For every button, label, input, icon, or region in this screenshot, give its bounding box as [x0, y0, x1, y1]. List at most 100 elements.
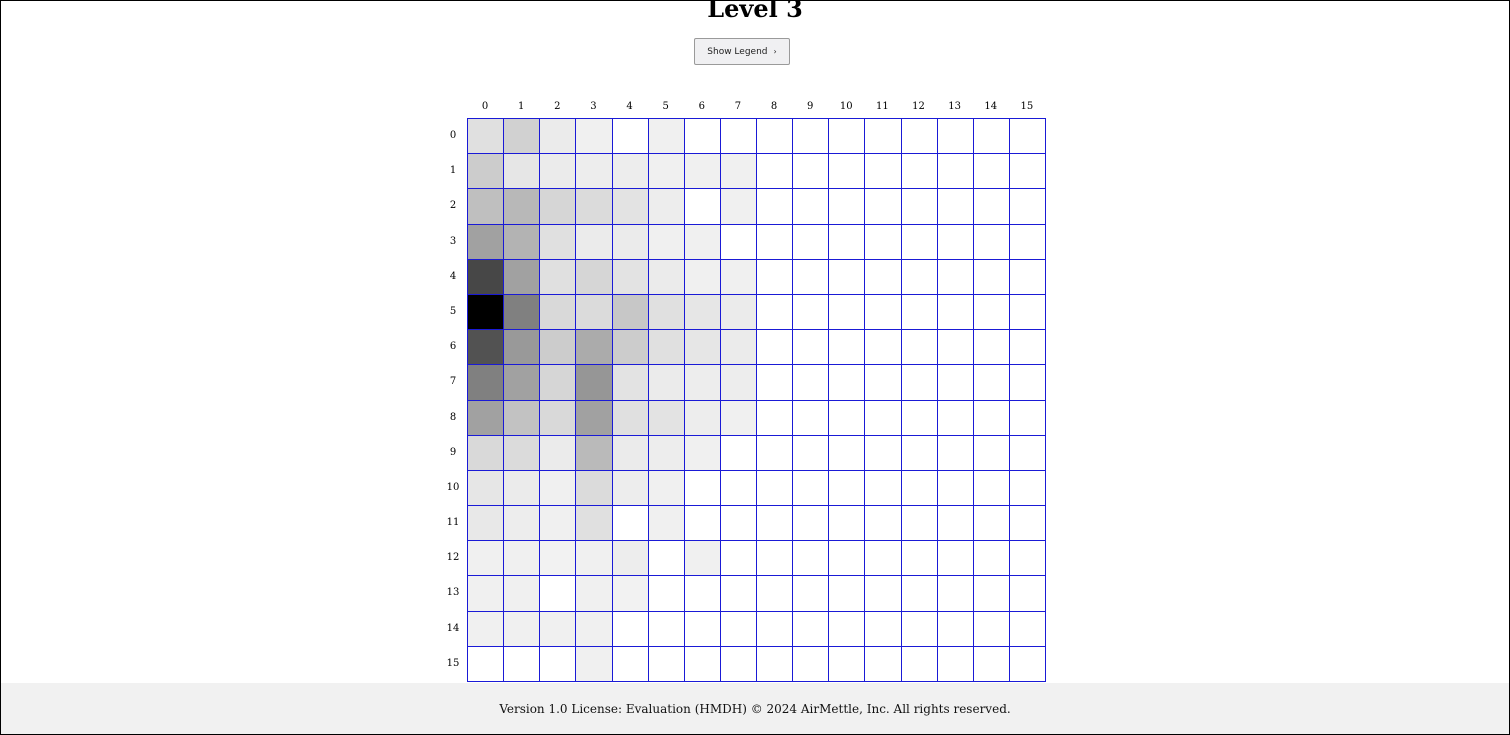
heatmap-cell[interactable] — [936, 610, 974, 647]
heatmap-cell[interactable] — [1008, 399, 1046, 436]
heatmap-cell[interactable] — [539, 188, 577, 225]
heatmap-cell[interactable] — [828, 645, 866, 682]
heatmap-cell[interactable] — [575, 610, 613, 647]
heatmap-cell[interactable] — [575, 399, 613, 436]
heatmap-cell[interactable] — [575, 505, 613, 542]
heatmap-cell[interactable] — [900, 364, 938, 401]
heatmap-cell[interactable] — [828, 153, 866, 190]
heatmap-cell[interactable] — [972, 118, 1010, 155]
heatmap-cell[interactable] — [467, 645, 505, 682]
heatmap-cell[interactable] — [647, 399, 685, 436]
heatmap-cell[interactable] — [1008, 293, 1046, 331]
heatmap-cell[interactable] — [972, 399, 1010, 436]
heatmap-cell[interactable] — [503, 645, 541, 682]
heatmap-cell[interactable] — [864, 399, 902, 436]
heatmap-cell[interactable] — [683, 575, 721, 612]
heatmap-cell[interactable] — [647, 223, 685, 260]
heatmap-cell[interactable] — [756, 329, 794, 366]
heatmap-cell[interactable] — [467, 293, 505, 331]
heatmap-cell[interactable] — [828, 293, 866, 331]
heatmap-cell[interactable] — [467, 223, 505, 260]
heatmap-cell[interactable] — [828, 399, 866, 436]
heatmap-cell[interactable] — [611, 188, 649, 225]
heatmap-cell[interactable] — [828, 364, 866, 401]
heatmap-cell[interactable] — [719, 540, 757, 577]
heatmap-cell[interactable] — [647, 505, 685, 542]
heatmap-cell[interactable] — [647, 258, 685, 295]
heatmap-cell[interactable] — [900, 610, 938, 647]
heatmap-cell[interactable] — [936, 153, 974, 190]
heatmap-cell[interactable] — [503, 575, 541, 612]
heatmap-cell[interactable] — [539, 540, 577, 577]
heatmap-cell[interactable] — [756, 188, 794, 225]
heatmap-cell[interactable] — [467, 188, 505, 225]
heatmap-cell[interactable] — [900, 399, 938, 436]
heatmap-cell[interactable] — [792, 293, 830, 331]
heatmap-cell[interactable] — [467, 258, 505, 295]
heatmap-cell[interactable] — [467, 399, 505, 436]
heatmap-cell[interactable] — [719, 610, 757, 647]
heatmap-cell[interactable] — [647, 434, 685, 471]
heatmap-cell[interactable] — [900, 645, 938, 682]
heatmap-cell[interactable] — [792, 505, 830, 542]
heatmap-cell[interactable] — [719, 575, 757, 612]
heatmap-cell[interactable] — [503, 469, 541, 507]
heatmap-cell[interactable] — [1008, 610, 1046, 647]
heatmap-cell[interactable] — [683, 364, 721, 401]
heatmap-cell[interactable] — [611, 223, 649, 260]
heatmap-cell[interactable] — [828, 469, 866, 507]
heatmap-cell[interactable] — [683, 399, 721, 436]
heatmap-cell[interactable] — [792, 540, 830, 577]
heatmap-cell[interactable] — [756, 258, 794, 295]
heatmap-cell[interactable] — [467, 469, 505, 507]
heatmap-cell[interactable] — [575, 223, 613, 260]
heatmap-cell[interactable] — [828, 223, 866, 260]
heatmap-cell[interactable] — [972, 469, 1010, 507]
heatmap-cell[interactable] — [539, 610, 577, 647]
heatmap-cell[interactable] — [719, 434, 757, 471]
heatmap-cell[interactable] — [972, 293, 1010, 331]
heatmap-cell[interactable] — [900, 329, 938, 366]
heatmap-cell[interactable] — [936, 223, 974, 260]
heatmap-cell[interactable] — [539, 645, 577, 682]
heatmap-cell[interactable] — [936, 188, 974, 225]
heatmap-cell[interactable] — [792, 153, 830, 190]
heatmap-cell[interactable] — [864, 258, 902, 295]
heatmap-cell[interactable] — [575, 575, 613, 612]
heatmap-cell[interactable] — [503, 434, 541, 471]
heatmap-cell[interactable] — [792, 188, 830, 225]
heatmap-cell[interactable] — [683, 540, 721, 577]
heatmap-cell[interactable] — [467, 364, 505, 401]
heatmap-cell[interactable] — [864, 153, 902, 190]
heatmap-cell[interactable] — [864, 540, 902, 577]
heatmap-cell[interactable] — [828, 575, 866, 612]
heatmap-cell[interactable] — [647, 153, 685, 190]
heatmap-cell[interactable] — [719, 188, 757, 225]
heatmap-cell[interactable] — [972, 188, 1010, 225]
heatmap-cell[interactable] — [900, 469, 938, 507]
heatmap-cell[interactable] — [792, 329, 830, 366]
heatmap-cell[interactable] — [539, 434, 577, 471]
heatmap-cell[interactable] — [972, 223, 1010, 260]
heatmap-cell[interactable] — [683, 329, 721, 366]
heatmap-cell[interactable] — [647, 329, 685, 366]
heatmap-cell[interactable] — [1008, 118, 1046, 155]
heatmap-cell[interactable] — [719, 645, 757, 682]
heatmap-cell[interactable] — [611, 293, 649, 331]
show-legend-button[interactable]: Show Legend › — [694, 38, 790, 65]
heatmap-cell[interactable] — [647, 610, 685, 647]
heatmap-cell[interactable] — [756, 364, 794, 401]
heatmap-cell[interactable] — [575, 434, 613, 471]
heatmap-cell[interactable] — [792, 575, 830, 612]
heatmap-cell[interactable] — [575, 540, 613, 577]
heatmap-cell[interactable] — [1008, 153, 1046, 190]
heatmap-cell[interactable] — [611, 645, 649, 682]
heatmap-cell[interactable] — [828, 610, 866, 647]
heatmap-cell[interactable] — [1008, 469, 1046, 507]
heatmap-cell[interactable] — [503, 540, 541, 577]
heatmap-cell[interactable] — [719, 293, 757, 331]
heatmap-cell[interactable] — [936, 293, 974, 331]
heatmap-cell[interactable] — [611, 153, 649, 190]
heatmap-cell[interactable] — [864, 505, 902, 542]
heatmap-cell[interactable] — [936, 258, 974, 295]
